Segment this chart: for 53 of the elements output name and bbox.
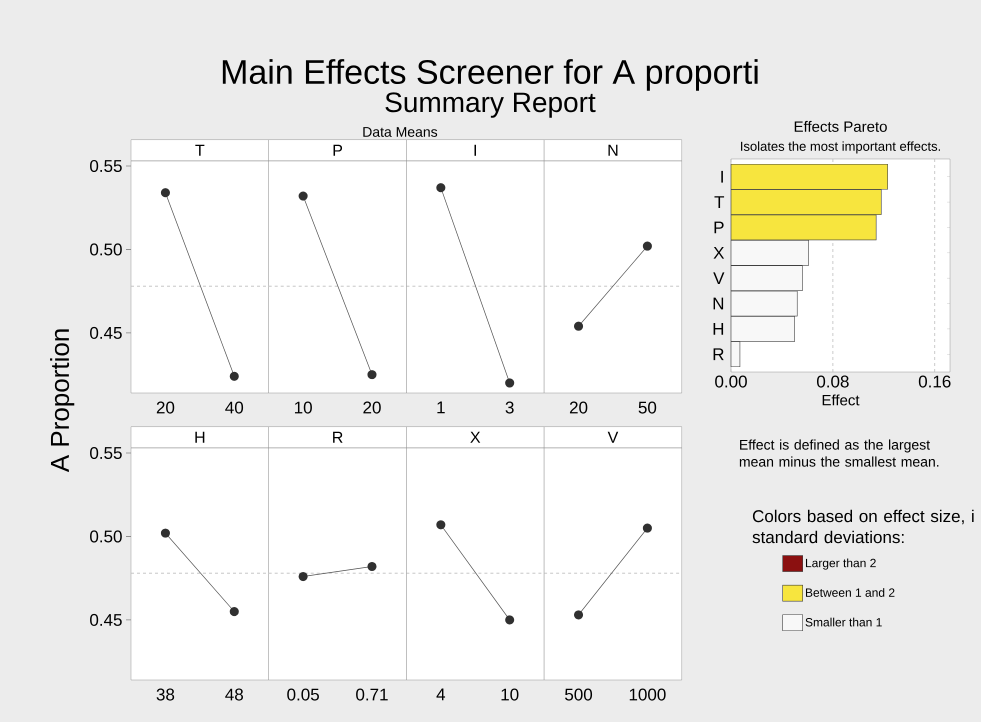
x-tick-label: 3 xyxy=(506,402,514,414)
legend-label: Smaller than 1 xyxy=(806,618,882,626)
x-tick-label: 1 xyxy=(437,402,445,414)
chart-title: V xyxy=(608,432,618,443)
y-tick-label: 0.50 xyxy=(90,243,122,256)
text: Data Means xyxy=(363,127,438,137)
x-tick-label: 0.05 xyxy=(287,688,319,701)
legend-title: Colors based on effect size, i standard deviations: xyxy=(752,510,974,544)
y-tick-label: V xyxy=(713,272,724,284)
x-axis-title: Effect xyxy=(822,394,860,406)
legend-label: Larger than 2 xyxy=(806,558,876,570)
chart-title: X xyxy=(470,432,480,443)
x-tick-label: 4 xyxy=(436,688,446,700)
y-tick-label: 0.50 xyxy=(90,530,122,542)
y-tick-label: H xyxy=(714,323,724,335)
x-tick-label: 0.71 xyxy=(356,688,388,701)
text: Main Effects Screener for A proporti xyxy=(222,59,758,91)
legend-label: Between 1 and 2 xyxy=(806,588,894,597)
text: Effect is defined as the largest mean minus the smallest mean. xyxy=(740,439,938,467)
x-tick-label: 20 xyxy=(156,402,174,414)
y-tick-label: 0.45 xyxy=(90,614,122,626)
chart-title: I xyxy=(474,144,476,156)
chart-title: P xyxy=(334,144,342,156)
x-tick-label: 0.08 xyxy=(816,376,849,388)
chart-title: T xyxy=(195,144,204,156)
x-tick-label: 50 xyxy=(638,402,656,414)
x-tick-label: 10 xyxy=(294,402,312,414)
y-axis-title: A Proportion xyxy=(50,329,74,472)
x-tick-label: 0.16 xyxy=(918,376,951,388)
chart-title: R xyxy=(333,432,343,443)
chart-title: H xyxy=(195,432,204,443)
y-tick-label: 0.45 xyxy=(90,326,122,339)
x-tick-label: 0.00 xyxy=(715,376,747,388)
x-tick-label: 20 xyxy=(363,402,381,414)
y-tick-label: 0.55 xyxy=(90,446,122,460)
x-tick-label: 20 xyxy=(570,402,588,414)
y-tick-label: P xyxy=(714,222,724,234)
chart-title: N xyxy=(608,144,618,156)
chart-title: Effects Pareto xyxy=(794,120,887,132)
y-tick-label: T xyxy=(714,196,724,208)
x-tick-label: 38 xyxy=(156,688,174,701)
chart-subtitle: Isolates the most important effects. xyxy=(741,141,940,154)
x-tick-label: 1000 xyxy=(630,688,666,701)
text: Summary Report xyxy=(385,92,596,118)
y-tick-label: X xyxy=(714,246,724,259)
x-tick-label: 10 xyxy=(502,688,518,701)
y-tick-label: I xyxy=(721,170,723,183)
x-tick-label: 48 xyxy=(225,688,243,701)
y-tick-label: N xyxy=(714,298,724,310)
x-tick-label: 40 xyxy=(225,402,244,414)
y-tick-label: R xyxy=(714,348,724,360)
y-tick-label: 0.55 xyxy=(90,160,122,172)
x-tick-label: 500 xyxy=(565,688,592,701)
